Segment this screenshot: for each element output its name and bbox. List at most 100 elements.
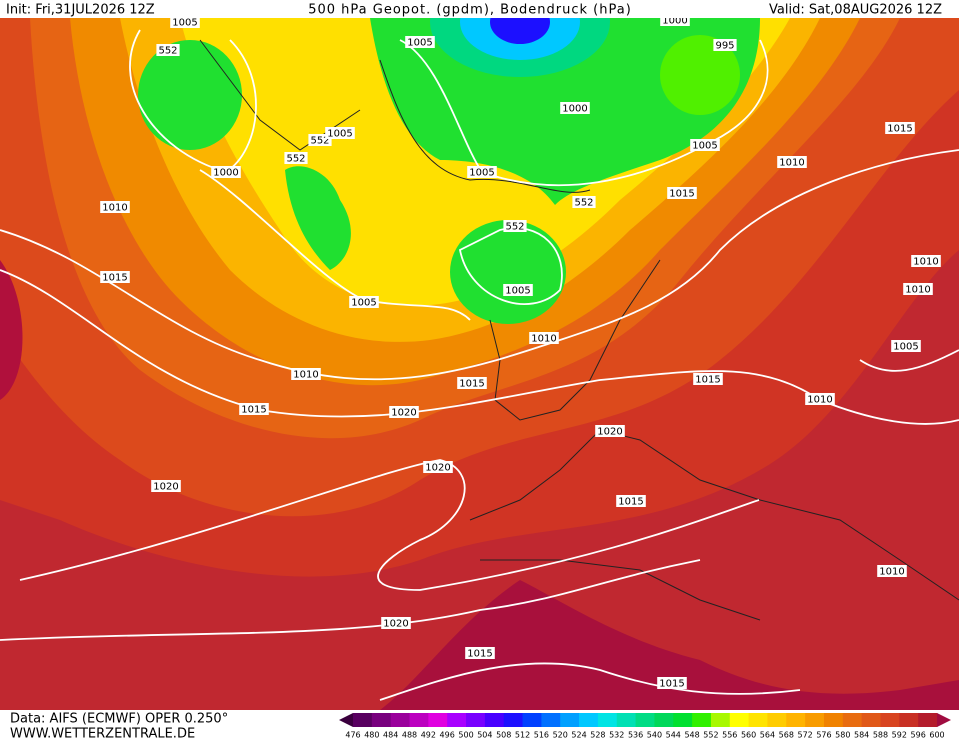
colorbar-box [353,713,373,727]
label-box [405,36,435,48]
colorbar-label: 480 [364,731,379,740]
isobar [859,349,959,372]
colorbar-box [635,713,655,727]
colorbar-box [805,713,825,727]
colorbar-label: 576 [816,731,831,740]
label-box [657,677,687,689]
isobar-label: 1015 [695,375,720,386]
isobar [379,662,801,701]
isobar-label: 1015 [102,273,127,284]
label-box [381,617,411,629]
label-box [911,255,941,267]
coast [480,559,761,621]
colorbar-label: 544 [666,731,681,740]
colorbar-label: 556 [722,731,737,740]
colorbar-box [390,713,411,727]
isobar-label: 1010 [779,158,804,169]
isobar [0,559,701,641]
isobar-label: 1010 [905,285,930,296]
label-box [503,284,533,296]
isobar-label: 1015 [618,497,643,508]
label-box [239,403,269,415]
colorbar-arrow [937,713,951,727]
colorbar-box [692,713,712,727]
colorbar-label: 508 [496,731,511,740]
isobar-label: 1010 [531,334,556,345]
isobar-label: 1010 [293,370,318,381]
isobar [399,39,769,187]
colorbar-box [579,713,599,727]
label-box [457,377,487,389]
isobar-label: 552 [505,222,524,233]
init-time: Init: Fri,31JUL2026 12Z [6,3,155,18]
field-552 [138,40,242,150]
isobar-label: 552 [310,136,329,147]
label-box [713,39,737,51]
label-box [903,283,933,295]
label-box [349,296,379,308]
colorbar-box [880,713,900,727]
field-552 [450,220,566,324]
header-bar [0,0,959,18]
colorbar-label: 552 [703,731,718,740]
isobar-label: 1015 [887,124,912,135]
label-box [891,340,921,352]
isobar-label: 1010 [913,257,938,268]
colorbar-box [503,713,524,727]
label-box [690,139,720,151]
colorbar-label: 484 [383,731,398,740]
colorbar-box [597,713,618,727]
isobar-label: 1020 [391,408,416,419]
colorbar-box [918,713,938,727]
isobar [199,169,471,321]
colorbar: 476 480 484 488 492 496 500 504 508 512 516 520 524 5… [339,713,951,740]
isobar-label: 1015 [459,379,484,390]
colorbar-box [899,713,919,727]
label-box [667,187,697,199]
field-552 [285,166,351,270]
colorbar-label: 588 [873,731,888,740]
label-box [560,102,590,114]
label-box [529,332,559,344]
isobar-label: 995 [715,41,734,52]
isobar [0,149,959,381]
isobar-label: 552 [158,46,177,57]
colorbar-label: 536 [628,731,643,740]
colorbar-label: 492 [421,731,436,740]
colorbar-box [616,713,637,727]
label-box [465,647,495,659]
label-box [467,166,497,178]
colorbar-label: 584 [854,731,869,740]
colorbar-label: 568 [779,731,794,740]
colorbar-label: 476 [345,731,360,740]
label-box [572,196,596,208]
coast [469,429,959,601]
colorbar-label: 532 [609,731,624,740]
coast [489,259,661,421]
colorbar-box [560,713,580,727]
isobar-label: 1005 [469,168,494,179]
isobar-label: 1020 [383,619,408,630]
website: WWW.WETTERZENTRALE.DE [10,727,195,742]
isobar [458,227,563,305]
colorbar-box [409,713,429,727]
isobar-label: 1015 [669,189,694,200]
field-548 [660,35,740,115]
field-600 [380,580,959,710]
colorbar-box [729,713,750,727]
isobar-label: 1000 [213,168,238,179]
colorbar-box [541,713,561,727]
isobar-label: 1015 [241,405,266,416]
isobars [0,29,959,701]
label-box [291,368,321,380]
colorbar-box [654,713,674,727]
label-box [595,425,625,437]
isobar-label: 1010 [102,203,127,214]
colorbar-box [823,713,844,727]
field-600 [0,260,23,400]
isobar-label: 1005 [692,141,717,152]
colorbar-label: 600 [929,731,944,740]
field-516 [490,18,550,44]
colorbar-label: 580 [835,731,850,740]
colorbar-box [861,713,881,727]
